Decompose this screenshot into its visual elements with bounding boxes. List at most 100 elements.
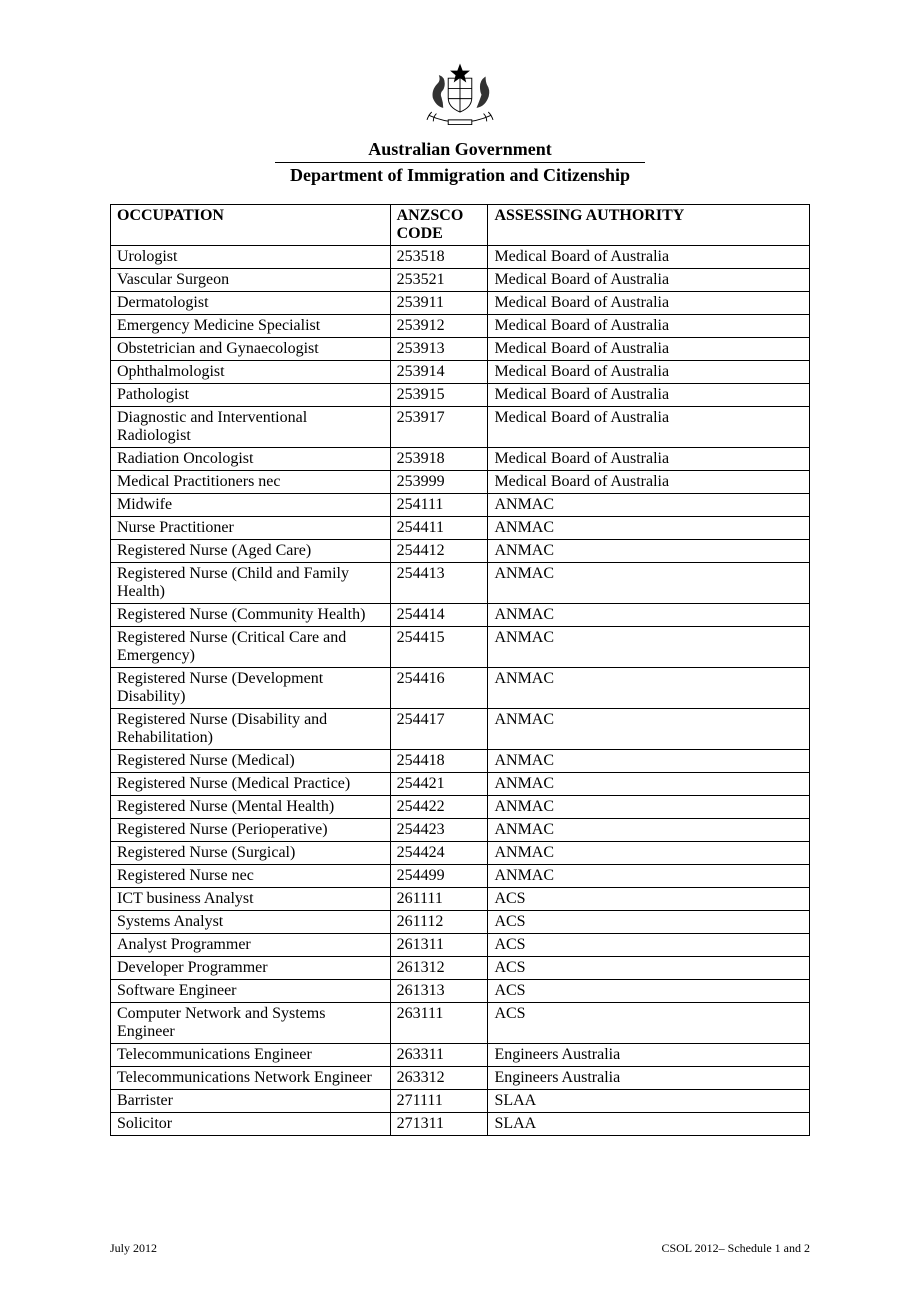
cell-authority: Medical Board of Australia xyxy=(488,384,810,407)
cell-code: 254418 xyxy=(390,750,488,773)
cell-occupation: ICT business Analyst xyxy=(111,888,391,911)
cell-code: 263111 xyxy=(390,1003,488,1044)
col-header-authority: ASSESSING AUTHORITY xyxy=(488,205,810,246)
cell-occupation: Solicitor xyxy=(111,1113,391,1136)
cell-authority: ANMAC xyxy=(488,819,810,842)
cell-code: 254423 xyxy=(390,819,488,842)
cell-occupation: Registered Nurse (Surgical) xyxy=(111,842,391,865)
cell-occupation: Radiation Oncologist xyxy=(111,448,391,471)
cell-code: 261311 xyxy=(390,934,488,957)
cell-authority: Medical Board of Australia xyxy=(488,471,810,494)
cell-code: 253521 xyxy=(390,269,488,292)
cell-occupation: Computer Network and Systems Engineer xyxy=(111,1003,391,1044)
cell-code: 254499 xyxy=(390,865,488,888)
cell-authority: ANMAC xyxy=(488,773,810,796)
cell-authority: ANMAC xyxy=(488,709,810,750)
cell-code: 254424 xyxy=(390,842,488,865)
cell-authority: ANMAC xyxy=(488,494,810,517)
col-header-code: ANZSCO CODE xyxy=(390,205,488,246)
footer-right: CSOL 2012– Schedule 1 and 2 xyxy=(661,1241,810,1256)
cell-occupation: Telecommunications Network Engineer xyxy=(111,1067,391,1090)
cell-occupation: Nurse Practitioner xyxy=(111,517,391,540)
table-row: Telecommunications Network Engineer26331… xyxy=(111,1067,810,1090)
cell-authority: ACS xyxy=(488,888,810,911)
table-row: Registered Nurse (Critical Care and Emer… xyxy=(111,627,810,668)
cell-occupation: Registered Nurse (Critical Care and Emer… xyxy=(111,627,391,668)
cell-occupation: Medical Practitioners nec xyxy=(111,471,391,494)
cell-code: 254411 xyxy=(390,517,488,540)
cell-authority: ANMAC xyxy=(488,540,810,563)
cell-occupation: Software Engineer xyxy=(111,980,391,1003)
table-row: Barrister271111SLAA xyxy=(111,1090,810,1113)
occupations-table: OCCUPATION ANZSCO CODE ASSESSING AUTHORI… xyxy=(110,204,810,1136)
cell-authority: ANMAC xyxy=(488,842,810,865)
table-row: Vascular Surgeon253521Medical Board of A… xyxy=(111,269,810,292)
cell-code: 261312 xyxy=(390,957,488,980)
table-row: Obstetrician and Gynaecologist253913Medi… xyxy=(111,338,810,361)
cell-code: 253999 xyxy=(390,471,488,494)
table-row: Developer Programmer261312ACS xyxy=(111,957,810,980)
cell-occupation: Midwife xyxy=(111,494,391,517)
coat-of-arms-icon xyxy=(110,50,810,135)
table-row: Analyst Programmer261311ACS xyxy=(111,934,810,957)
cell-occupation: Analyst Programmer xyxy=(111,934,391,957)
cell-code: 253518 xyxy=(390,246,488,269)
table-row: Registered Nurse (Perioperative)254423AN… xyxy=(111,819,810,842)
cell-code: 254415 xyxy=(390,627,488,668)
cell-occupation: Developer Programmer xyxy=(111,957,391,980)
table-row: Registered Nurse (Mental Health)254422AN… xyxy=(111,796,810,819)
cell-authority: ACS xyxy=(488,1003,810,1044)
table-row: Medical Practitioners nec253999Medical B… xyxy=(111,471,810,494)
cell-authority: Medical Board of Australia xyxy=(488,315,810,338)
table-row: Registered Nurse (Disability and Rehabil… xyxy=(111,709,810,750)
cell-code: 253913 xyxy=(390,338,488,361)
cell-code: 253914 xyxy=(390,361,488,384)
table-row: Pathologist253915Medical Board of Austra… xyxy=(111,384,810,407)
cell-authority: ANMAC xyxy=(488,865,810,888)
cell-code: 253917 xyxy=(390,407,488,448)
cell-authority: SLAA xyxy=(488,1090,810,1113)
cell-occupation: Registered Nurse (Child and Family Healt… xyxy=(111,563,391,604)
cell-code: 253912 xyxy=(390,315,488,338)
document-page: Australian Government Department of Immi… xyxy=(0,0,920,1302)
table-row: Registered Nurse nec254499ANMAC xyxy=(111,865,810,888)
cell-occupation: Barrister xyxy=(111,1090,391,1113)
cell-code: 254412 xyxy=(390,540,488,563)
table-row: Emergency Medicine Specialist253912Medic… xyxy=(111,315,810,338)
cell-occupation: Diagnostic and Interventional Radiologis… xyxy=(111,407,391,448)
cell-occupation: Telecommunications Engineer xyxy=(111,1044,391,1067)
cell-occupation: Registered Nurse (Medical) xyxy=(111,750,391,773)
table-row: Ophthalmologist253914Medical Board of Au… xyxy=(111,361,810,384)
cell-occupation: Registered Nurse nec xyxy=(111,865,391,888)
cell-authority: ANMAC xyxy=(488,563,810,604)
cell-occupation: Obstetrician and Gynaecologist xyxy=(111,338,391,361)
cell-authority: ANMAC xyxy=(488,796,810,819)
cell-code: 261112 xyxy=(390,911,488,934)
table-row: Nurse Practitioner254411ANMAC xyxy=(111,517,810,540)
table-row: Computer Network and Systems Engineer263… xyxy=(111,1003,810,1044)
cell-code: 261111 xyxy=(390,888,488,911)
cell-code: 263312 xyxy=(390,1067,488,1090)
cell-occupation: Registered Nurse (Mental Health) xyxy=(111,796,391,819)
cell-occupation: Emergency Medicine Specialist xyxy=(111,315,391,338)
table-row: Registered Nurse (Medical)254418ANMAC xyxy=(111,750,810,773)
gov-title: Australian Government xyxy=(110,139,810,160)
footer-left: July 2012 xyxy=(110,1241,157,1256)
cell-occupation: Vascular Surgeon xyxy=(111,269,391,292)
cell-code: 254417 xyxy=(390,709,488,750)
cell-authority: ANMAC xyxy=(488,668,810,709)
cell-occupation: Urologist xyxy=(111,246,391,269)
cell-code: 254413 xyxy=(390,563,488,604)
table-row: Registered Nurse (Medical Practice)25442… xyxy=(111,773,810,796)
cell-code: 261313 xyxy=(390,980,488,1003)
cell-authority: ACS xyxy=(488,911,810,934)
cell-occupation: Registered Nurse (Disability and Rehabil… xyxy=(111,709,391,750)
cell-authority: ANMAC xyxy=(488,750,810,773)
table-row: Systems Analyst261112ACS xyxy=(111,911,810,934)
cell-authority: Medical Board of Australia xyxy=(488,361,810,384)
cell-authority: Medical Board of Australia xyxy=(488,448,810,471)
cell-occupation: Systems Analyst xyxy=(111,911,391,934)
table-row: Registered Nurse (Development Disability… xyxy=(111,668,810,709)
cell-authority: ACS xyxy=(488,934,810,957)
cell-authority: Medical Board of Australia xyxy=(488,338,810,361)
